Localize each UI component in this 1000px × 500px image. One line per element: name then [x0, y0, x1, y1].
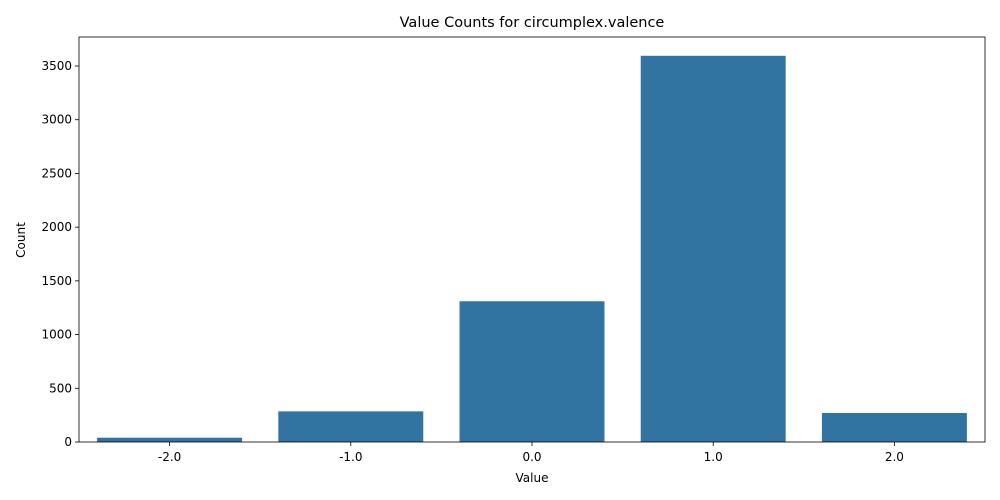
- y-tick-label-1: 500: [49, 381, 72, 395]
- y-tick-label-5: 2500: [41, 166, 72, 180]
- y-tick-label-2: 1000: [41, 328, 72, 342]
- x-tick-label-0: -2.0: [158, 450, 181, 464]
- x-tick-label-4: 2.0: [885, 450, 904, 464]
- bar-3: [640, 55, 786, 443]
- bar-4: [821, 412, 967, 442]
- chart-title: Value Counts for circumplex.valence: [400, 15, 665, 31]
- y-tick-label-6: 3000: [41, 113, 72, 127]
- x-tick-label-1: -1.0: [339, 450, 362, 464]
- y-tick-label-4: 2000: [41, 220, 72, 234]
- bar-1: [278, 411, 424, 442]
- x-tick-label-2: 0.0: [522, 450, 541, 464]
- y-tick-label-7: 3500: [41, 59, 72, 73]
- x-axis-title: Value: [516, 471, 549, 485]
- bar-2: [459, 301, 605, 442]
- y-tick-label-3: 1500: [41, 274, 72, 288]
- plot-area: 0 500 1000 1500 2000 2500 3000 3500 -2.0 -1.0 0.0 1…: [41, 36, 986, 464]
- bar-0: [97, 437, 243, 442]
- x-tick-label-3: 1.0: [704, 450, 723, 464]
- y-tick-label-0: 0: [64, 435, 72, 449]
- y-axis-title: Count: [14, 222, 28, 258]
